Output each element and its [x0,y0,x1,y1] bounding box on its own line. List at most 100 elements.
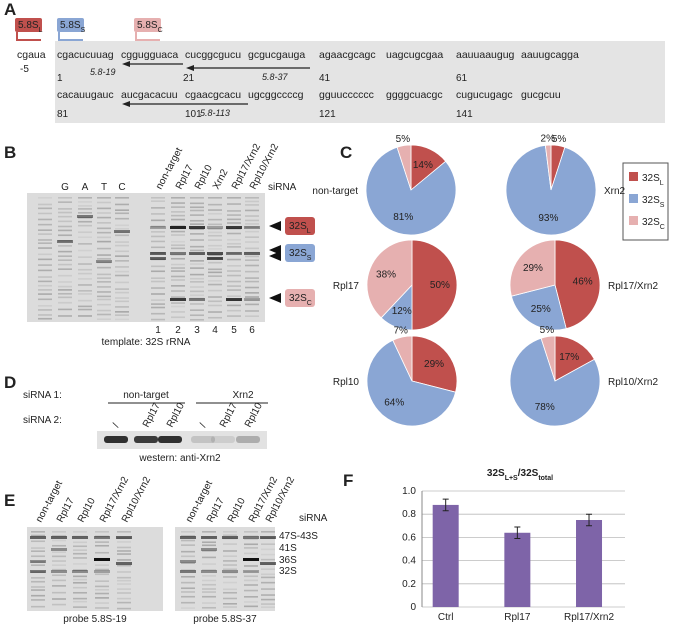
gel-band [261,553,275,556]
gel-band [190,219,204,222]
gel-band [244,543,258,546]
gel-band [208,231,222,234]
gel-band [227,289,241,291]
gel-band [115,250,129,253]
gel-band [57,240,73,243]
y-tick-label: 0.6 [402,532,416,543]
gel-band [208,280,222,282]
gel-band [261,594,275,596]
gel-band [190,197,204,199]
gel-band [171,234,185,236]
gel-band [58,263,72,266]
pie-value-label: 29% [424,359,444,370]
sequence: gucgcuu [521,89,561,101]
gel-band [115,306,129,308]
lane-number: 1 [155,325,161,336]
probe-label: 5.8-19 [90,67,116,77]
band-tag-label: 32SL [289,221,311,235]
gel-band [151,287,165,289]
pie-slice [411,239,458,331]
gel-band [78,290,92,292]
gel-band [244,252,260,255]
sequence: cgaacgcacu [185,89,241,101]
pie-title: Rpl17 [333,281,360,292]
gel-band [227,222,241,224]
pie-value-label: 93% [538,213,558,224]
site-label-sub: C [158,27,163,34]
gel-band [227,315,241,317]
gel-band [95,580,109,582]
gel-band [227,274,241,277]
gel-band [201,536,217,539]
legend-label: 32SC [642,217,665,231]
gel-band [97,273,111,276]
gel-band [151,213,165,215]
gel-band [223,531,237,533]
gel-band [38,314,52,316]
arrow-head [122,61,130,67]
gel-band [201,570,217,573]
gel-band [245,296,259,298]
gel-band [95,573,109,576]
gel-band [58,285,72,288]
y-tick-label: 0.4 [402,556,416,567]
gel-band [52,531,66,533]
marker-label: 41S [279,543,297,554]
gel-band [72,570,88,573]
gel-band [151,318,165,321]
pie-slice [509,337,601,427]
gel-band [227,280,241,283]
gel-band [38,298,52,301]
gel-band [227,218,241,221]
gel-band [244,605,258,608]
gel-band [51,536,67,539]
position-number: 81 [57,109,69,120]
x-tick-label: Ctrl [438,612,454,623]
pie-value-label: 5% [540,325,555,336]
band-tag-label: 32SC [289,293,312,307]
gel-band [52,568,66,571]
gel-band [171,225,185,227]
gel-band [58,208,72,210]
gel-band [73,578,87,581]
gel-band [58,292,72,295]
gel-band [58,234,72,237]
gel-band [117,576,131,579]
gel-band [208,209,222,211]
gel-band [223,588,237,591]
gel-band [171,279,185,281]
gel-band [190,228,204,230]
lane-label: Rpl17 [218,401,240,430]
gel-band [97,222,111,224]
pie-value-label: 29% [523,263,543,274]
gel-band [78,315,92,317]
gel-band [227,304,241,307]
site-label-base: 5.8S [18,20,39,31]
gel-band [180,536,196,539]
position-number: 41 [319,73,331,84]
gel-band [190,206,204,209]
gel-band [115,300,129,303]
gel-band [261,576,275,579]
gel-band [73,597,87,600]
gel-band [115,266,129,268]
pie-value-label: 38% [376,270,396,281]
pie-title: Xrn2 [604,186,626,197]
gel-band [38,280,52,283]
gel-band [245,270,259,273]
gel-band [244,570,258,573]
gel-band [171,275,185,278]
gel-band [223,591,237,594]
gel-band [73,549,87,551]
lane-label: G [61,182,69,193]
gel-band [38,264,52,266]
bar [576,520,603,607]
gel-band [208,197,222,199]
sequence: ggggcuacgc [386,89,443,101]
site-box [15,18,42,32]
gel-band [190,223,204,225]
gel-band [244,538,258,541]
pie-value-label: 17% [559,352,579,363]
title-part: 32S [487,468,505,479]
gel-band [30,536,46,539]
